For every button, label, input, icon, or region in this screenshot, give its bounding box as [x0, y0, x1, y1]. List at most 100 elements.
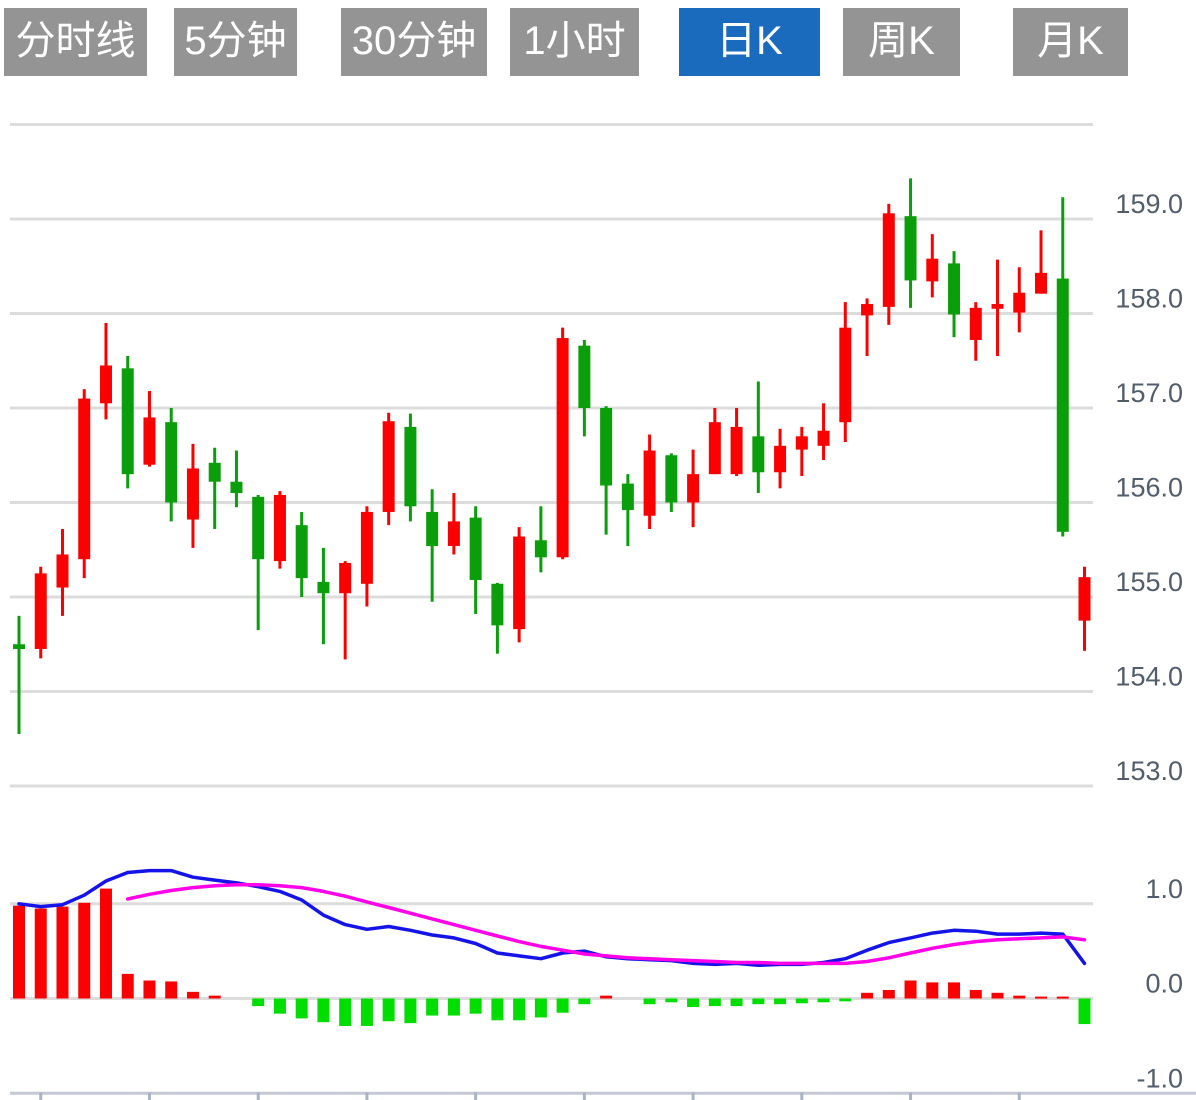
tab-1hour[interactable]: 1小时 — [510, 8, 639, 76]
price-axis-label: 158.0 — [1115, 284, 1183, 314]
candle-body — [861, 304, 874, 316]
candle-body — [1056, 278, 1069, 532]
candle-body — [469, 517, 482, 580]
candle-body — [948, 263, 961, 315]
candle-body — [926, 258, 939, 282]
macd-histogram-bar — [252, 998, 265, 1007]
macd-histogram-bar — [56, 906, 69, 999]
candle-body — [273, 494, 286, 562]
macd-histogram-bar — [752, 998, 765, 1005]
macd-histogram-bar — [295, 998, 308, 1019]
macd-histogram-bar — [404, 998, 417, 1024]
macd-axis-label: 0.0 — [1145, 969, 1183, 999]
candle-body — [252, 496, 265, 560]
macd-histogram-bar — [904, 980, 917, 999]
candle-body — [78, 398, 91, 560]
macd-histogram-bar — [774, 998, 787, 1005]
tab-timeline[interactable]: 分时线 — [4, 8, 147, 76]
candle-body — [556, 338, 569, 558]
macd-histogram-bar — [926, 982, 939, 999]
candle-body — [643, 450, 656, 516]
macd-histogram-bar — [600, 995, 613, 999]
candle-body — [839, 327, 852, 423]
candle-body — [600, 408, 613, 486]
macd-histogram-bar — [382, 998, 395, 1022]
macd-histogram-bar — [795, 998, 808, 1004]
macd-histogram-bar — [273, 998, 286, 1014]
macd-histogram-bar — [121, 973, 134, 999]
macd-histogram-bar — [1078, 998, 1091, 1025]
tab-monthly-k[interactable]: 月K — [1013, 8, 1128, 76]
macd-histogram-bar — [447, 998, 460, 1016]
price-axis-label: 155.0 — [1115, 567, 1183, 597]
tab-5min[interactable]: 5分钟 — [174, 8, 297, 76]
price-axis-label: 153.0 — [1115, 756, 1183, 786]
macd-histogram-bar — [1035, 996, 1048, 999]
macd-histogram-bar — [34, 908, 47, 999]
candle-body — [578, 345, 591, 408]
macd-histogram-bar — [1013, 995, 1026, 999]
candle-body — [13, 644, 25, 649]
candle-body — [1013, 292, 1026, 313]
candle-body — [404, 426, 417, 507]
macd-histogram-bar — [186, 991, 199, 999]
macd-axis-label: 1.0 — [1145, 874, 1183, 904]
dea-line — [125, 883, 1087, 966]
candle-body — [447, 521, 460, 546]
macd-histogram-bar — [426, 998, 439, 1016]
macd-histogram-bar — [513, 998, 526, 1021]
macd-histogram-bar — [882, 989, 895, 999]
candle-body — [165, 422, 178, 503]
price-axis-label: 154.0 — [1115, 662, 1183, 692]
macd-histogram-bar — [578, 998, 591, 1005]
candle-body — [969, 307, 982, 340]
candle-body — [730, 426, 743, 475]
candle-body — [1035, 272, 1048, 294]
candle-body — [317, 581, 330, 594]
candle-body — [774, 445, 787, 473]
macd-histogram-bar — [708, 998, 721, 1007]
candle-body — [121, 368, 134, 475]
candle-body — [186, 468, 199, 520]
macd-histogram-bar — [143, 980, 156, 999]
price-axis-label: 156.0 — [1115, 473, 1183, 503]
macd-histogram-bar — [643, 998, 656, 1005]
macd-histogram-bar — [861, 992, 874, 999]
macd-histogram-bar — [360, 998, 373, 1026]
candle-body — [991, 304, 1004, 309]
dif-line — [17, 868, 1087, 968]
macd-histogram-bar — [665, 998, 678, 1003]
candle-body — [752, 436, 765, 473]
tab-30min[interactable]: 30分钟 — [341, 8, 487, 76]
macd-histogram-bar — [491, 998, 504, 1021]
macd-histogram-bar — [1056, 996, 1069, 999]
candle-body — [621, 483, 634, 511]
candle-body — [513, 536, 526, 630]
macd-histogram-bar — [165, 981, 178, 999]
price-axis-label: 159.0 — [1115, 189, 1183, 219]
candle-body — [687, 474, 700, 503]
candle-body — [1078, 577, 1091, 621]
candle-body — [382, 421, 395, 512]
candle-body — [360, 511, 373, 584]
candle-body — [34, 573, 47, 649]
macd-histogram-bar — [948, 982, 961, 999]
macd-histogram-bar — [730, 998, 743, 1007]
candle-body — [904, 216, 917, 281]
candle-body — [882, 213, 895, 307]
macd-histogram-bar — [687, 998, 700, 1008]
candle-body — [534, 540, 547, 558]
macd-histogram-bar — [534, 998, 547, 1018]
macd-histogram-bar — [556, 998, 569, 1013]
macd-histogram-bar — [817, 998, 830, 1003]
macd-histogram-bar — [317, 998, 330, 1023]
tab-weekly-k[interactable]: 周K — [843, 8, 960, 76]
candle-body — [295, 525, 308, 579]
tab-daily-k[interactable]: 日K — [679, 8, 820, 76]
candle-body — [208, 462, 221, 482]
candle-body — [143, 417, 156, 465]
macd-histogram-bar — [969, 989, 982, 999]
